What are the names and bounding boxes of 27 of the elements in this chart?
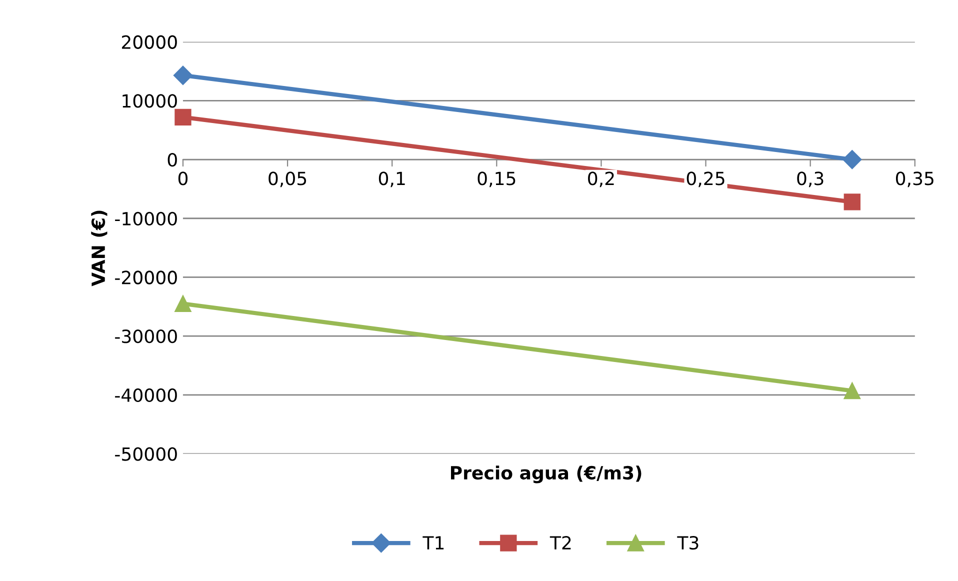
x-tick-label: 0,15 xyxy=(478,172,516,188)
y-tick-label: -40000 xyxy=(115,388,177,402)
x-tick-label: 0,3 xyxy=(797,172,824,188)
y-axis-title: VAN (€) xyxy=(91,210,108,286)
y-tick-label: -50000 xyxy=(115,447,177,461)
y-tick-label: -10000 xyxy=(115,212,177,226)
legend-label: T1 xyxy=(422,536,444,550)
point xyxy=(844,194,860,210)
point xyxy=(174,108,192,126)
x-tick-label: 0,1 xyxy=(378,172,405,188)
y-tick-label: 0 xyxy=(168,152,177,167)
x-tick-label: 0,35 xyxy=(896,172,934,188)
point xyxy=(844,382,860,400)
x-tick-label: 0 xyxy=(178,172,188,186)
point xyxy=(842,150,862,170)
x-tick-label: 0,05 xyxy=(268,172,306,188)
x-axis-title: Precio agua (€/m3) xyxy=(451,466,642,484)
legend-label: T2 xyxy=(550,536,571,550)
y-tick-label: 10000 xyxy=(122,94,177,108)
x-tick-label: 0,25 xyxy=(686,172,724,188)
y-tick-label: 20000 xyxy=(122,35,177,49)
x-tick-label: 0,2 xyxy=(588,172,614,188)
y-tick-label: -20000 xyxy=(115,270,177,284)
legend-label: T3 xyxy=(677,536,698,550)
y-tick-label: -30000 xyxy=(115,330,177,344)
point xyxy=(174,295,192,312)
point xyxy=(173,66,193,85)
